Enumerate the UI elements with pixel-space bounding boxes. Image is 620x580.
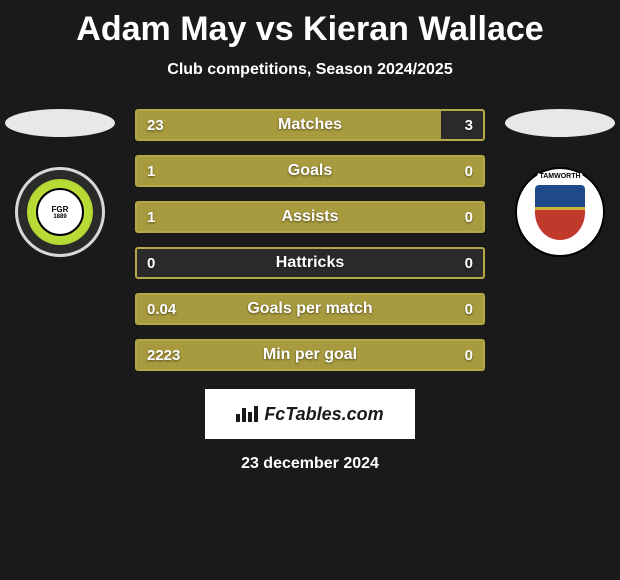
stat-right-value: 3 <box>465 117 473 134</box>
stat-label: Goals per match <box>247 300 372 318</box>
club-badge-fgr-text: FGR <box>52 205 69 214</box>
stat-right-value: 0 <box>465 301 473 318</box>
club-badge-forest-green: FGR 1889 <box>15 167 105 257</box>
stat-right-value: 0 <box>465 347 473 364</box>
stat-left-value: 0.04 <box>147 301 176 318</box>
player-left-avatar-placeholder <box>5 109 115 137</box>
footer-brand-text: FcTables.com <box>264 404 383 425</box>
stat-left-value: 2223 <box>147 347 180 364</box>
stat-label: Hattricks <box>276 254 344 272</box>
stat-label: Assists <box>282 208 339 226</box>
club-badge-fgr-year: 1889 <box>53 214 66 220</box>
stat-label: Min per goal <box>263 346 357 364</box>
stat-left-value: 0 <box>147 255 155 272</box>
footer-date: 23 december 2024 <box>0 455 620 473</box>
comparison-content: FGR 1889 TAMWORTH 23 Matches 3 1 Goals 0 1 Assi… <box>0 109 620 371</box>
stat-label: Goals <box>288 162 332 180</box>
player-right-avatar-placeholder <box>505 109 615 137</box>
stat-bar-row: 0.04 Goals per match 0 <box>135 293 485 325</box>
stat-left-value: 23 <box>147 117 164 134</box>
stat-bar-row: 1 Assists 0 <box>135 201 485 233</box>
fctables-bars-icon <box>236 406 258 422</box>
player-left-column: FGR 1889 <box>0 109 120 257</box>
stat-label: Matches <box>278 116 342 134</box>
page-title: Adam May vs Kieran Wallace <box>0 0 620 49</box>
stat-right-value: 0 <box>465 209 473 226</box>
stat-right-value: 0 <box>465 163 473 180</box>
club-badge-tam-shield <box>535 185 585 240</box>
footer-brand-box: FcTables.com <box>205 389 415 439</box>
stats-bars-container: 23Matches31Goals01Assists00Hattricks00.0… <box>135 109 485 371</box>
subtitle: Club competitions, Season 2024/2025 <box>0 61 620 79</box>
stat-bar-row: 2223 Min per goal 0 <box>135 339 485 371</box>
stat-bar-row: 1 Goals 0 <box>135 155 485 187</box>
stat-bar-row: 23 Matches 3 <box>135 109 485 141</box>
club-badge-tamworth: TAMWORTH <box>515 167 605 257</box>
club-badge-tam-banner: TAMWORTH <box>537 173 582 180</box>
stat-left-value: 1 <box>147 209 155 226</box>
stat-bar-row: 0 Hattricks 0 <box>135 247 485 279</box>
player-right-column: TAMWORTH <box>500 109 620 257</box>
stat-right-value: 0 <box>465 255 473 272</box>
club-badge-fgr-inner: FGR 1889 <box>36 188 84 236</box>
stat-left-value: 1 <box>147 163 155 180</box>
